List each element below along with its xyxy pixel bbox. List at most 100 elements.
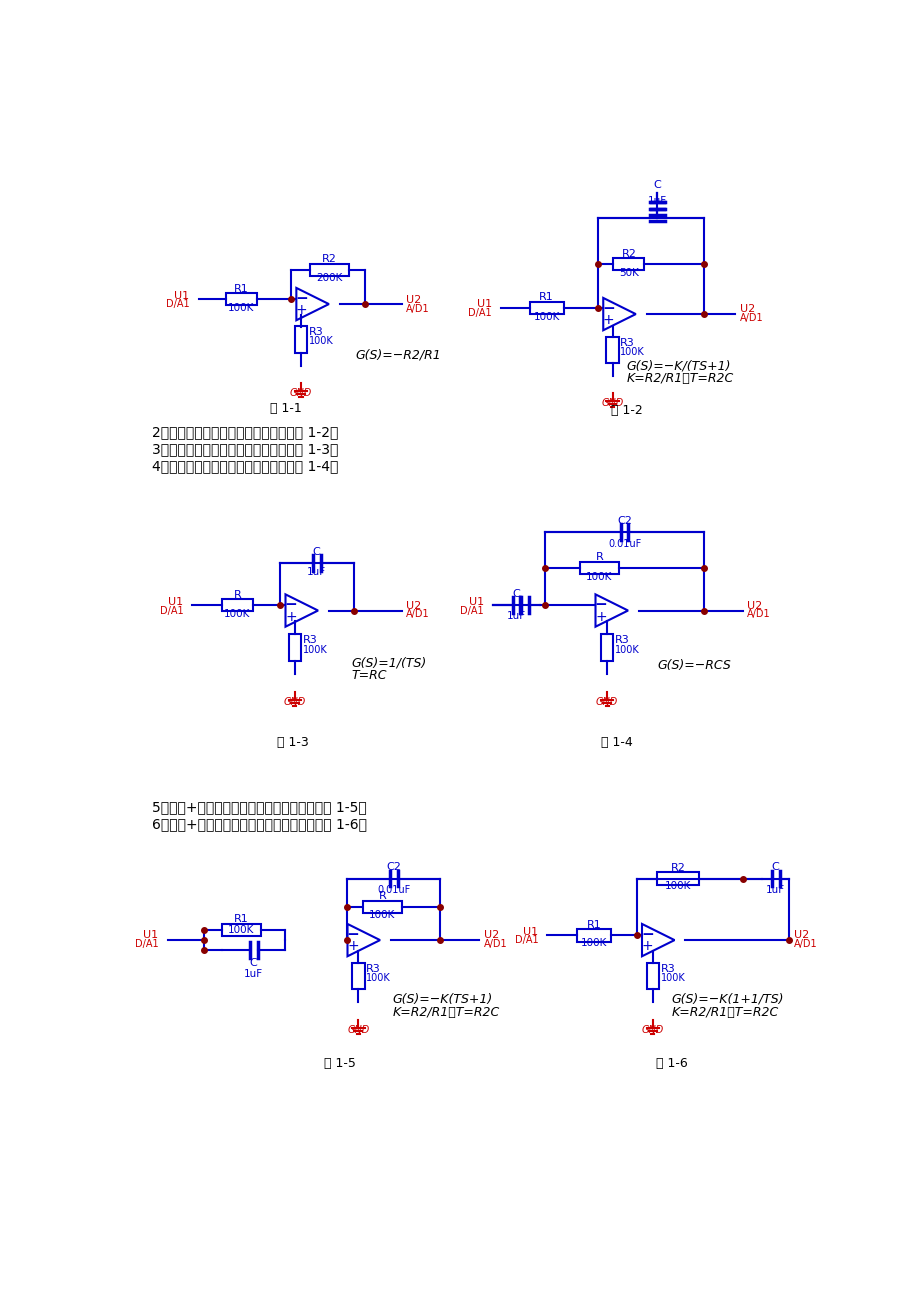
Text: −: − bbox=[346, 927, 359, 941]
Text: U1: U1 bbox=[476, 299, 491, 309]
Text: G(S)=−K/(TS+1): G(S)=−K/(TS+1) bbox=[626, 359, 731, 372]
Text: 6．比例+积分环节的模拟电路及传递函数如图 1-6。: 6．比例+积分环节的模拟电路及传递函数如图 1-6。 bbox=[152, 816, 367, 831]
Text: R2: R2 bbox=[670, 863, 686, 872]
Text: U2: U2 bbox=[483, 931, 499, 940]
Bar bbox=[363, 901, 402, 913]
Text: C: C bbox=[312, 547, 320, 557]
Text: 5．比例+微分环节的模拟电路及传递函数如图 1-5。: 5．比例+微分环节的模拟电路及传递函数如图 1-5。 bbox=[152, 799, 367, 814]
Text: 0.01uF: 0.01uF bbox=[607, 539, 641, 548]
Bar bbox=[221, 924, 260, 936]
Text: K=R2/R1，T=R2C: K=R2/R1，T=R2C bbox=[392, 1006, 499, 1019]
Text: R3: R3 bbox=[660, 963, 675, 974]
Text: 0.01uF: 0.01uF bbox=[377, 885, 410, 894]
Text: U1: U1 bbox=[174, 290, 189, 301]
Text: −: − bbox=[284, 598, 297, 612]
Text: D/A1: D/A1 bbox=[134, 939, 158, 949]
Bar bbox=[600, 634, 613, 661]
Text: 图 1-2: 图 1-2 bbox=[610, 404, 641, 417]
Text: 100K: 100K bbox=[228, 303, 255, 312]
Text: R: R bbox=[233, 590, 241, 600]
Text: +: + bbox=[602, 312, 614, 327]
Text: R1: R1 bbox=[539, 292, 553, 302]
Text: G(S)=−K(TS+1): G(S)=−K(TS+1) bbox=[392, 993, 493, 1006]
Text: C: C bbox=[771, 862, 778, 872]
Text: +: + bbox=[641, 939, 652, 953]
Text: D/A1: D/A1 bbox=[165, 299, 189, 309]
Bar bbox=[352, 963, 364, 990]
Text: 1uF: 1uF bbox=[506, 611, 526, 621]
Text: C: C bbox=[512, 590, 520, 599]
Text: +: + bbox=[346, 939, 358, 953]
Text: A/D1: A/D1 bbox=[483, 939, 507, 949]
Text: R2: R2 bbox=[620, 249, 636, 259]
Text: 100K: 100K bbox=[619, 346, 644, 357]
Text: R3: R3 bbox=[614, 635, 629, 644]
Text: U1: U1 bbox=[143, 931, 158, 940]
Text: 1uF: 1uF bbox=[307, 568, 325, 577]
Text: R3: R3 bbox=[619, 337, 634, 348]
Text: 50K: 50K bbox=[618, 267, 638, 277]
Text: 100K: 100K bbox=[228, 926, 255, 935]
Text: −: − bbox=[602, 301, 615, 315]
Text: R2: R2 bbox=[322, 254, 336, 264]
Text: GND: GND bbox=[601, 398, 623, 408]
Text: C: C bbox=[652, 181, 661, 190]
Bar bbox=[613, 258, 643, 271]
Text: 200K: 200K bbox=[316, 273, 343, 283]
Text: GND: GND bbox=[289, 388, 312, 398]
Text: 1uF: 1uF bbox=[766, 885, 785, 894]
Text: U1: U1 bbox=[523, 927, 538, 936]
Text: U2: U2 bbox=[739, 305, 754, 315]
Text: −: − bbox=[295, 290, 308, 306]
Text: 100K: 100K bbox=[585, 573, 612, 582]
Text: C2: C2 bbox=[386, 862, 401, 872]
Text: G(S)=−R2/R1: G(S)=−R2/R1 bbox=[355, 349, 440, 362]
Text: K=R2/R1，T=R2C: K=R2/R1，T=R2C bbox=[671, 1006, 777, 1019]
Text: 1uF: 1uF bbox=[647, 195, 666, 206]
Bar bbox=[576, 930, 610, 941]
Text: 图 1-3: 图 1-3 bbox=[277, 737, 309, 750]
Text: D/A1: D/A1 bbox=[159, 605, 183, 616]
Text: A/D1: A/D1 bbox=[406, 609, 429, 620]
Bar bbox=[529, 302, 563, 314]
Text: +: + bbox=[595, 609, 606, 624]
Text: +: + bbox=[285, 609, 297, 624]
Text: 100K: 100K bbox=[224, 609, 250, 620]
Text: A/D1: A/D1 bbox=[739, 312, 763, 323]
Text: GND: GND bbox=[641, 1025, 664, 1035]
Text: T=RC: T=RC bbox=[351, 669, 387, 682]
Text: U2: U2 bbox=[406, 602, 421, 611]
Text: A/D1: A/D1 bbox=[793, 939, 817, 949]
Text: D/A1: D/A1 bbox=[514, 935, 538, 945]
Text: G(S)=−K(1+1/TS): G(S)=−K(1+1/TS) bbox=[671, 993, 783, 1006]
Text: 100K: 100K bbox=[302, 644, 327, 655]
Text: 4．微分环节的模拟电路及传递函数如图 1-4。: 4．微分环节的模拟电路及传递函数如图 1-4。 bbox=[152, 458, 338, 473]
Text: GND: GND bbox=[596, 697, 618, 707]
Text: 2．惯性环节的模拟电路及传递函数如图 1-2。: 2．惯性环节的模拟电路及传递函数如图 1-2。 bbox=[152, 424, 338, 439]
Text: 1uF: 1uF bbox=[244, 969, 263, 979]
Text: 100K: 100K bbox=[366, 973, 391, 983]
Bar bbox=[657, 872, 698, 884]
Text: U2: U2 bbox=[746, 602, 762, 611]
Text: 100K: 100K bbox=[369, 910, 395, 919]
Bar bbox=[289, 634, 301, 661]
Text: U1: U1 bbox=[168, 598, 183, 607]
Text: D/A1: D/A1 bbox=[468, 307, 491, 318]
Text: 100K: 100K bbox=[580, 939, 607, 948]
Text: U2: U2 bbox=[793, 931, 809, 940]
Text: G(S)=−RCS: G(S)=−RCS bbox=[657, 660, 731, 672]
Text: −: − bbox=[641, 927, 653, 941]
Bar bbox=[221, 599, 253, 612]
Text: 图 1-5: 图 1-5 bbox=[323, 1057, 356, 1070]
Text: 100K: 100K bbox=[614, 644, 639, 655]
Text: 100K: 100K bbox=[309, 336, 333, 346]
Bar bbox=[579, 562, 618, 574]
Text: D/A1: D/A1 bbox=[460, 605, 483, 616]
Text: A/D1: A/D1 bbox=[405, 303, 429, 314]
Text: G(S)=1/(TS): G(S)=1/(TS) bbox=[351, 656, 426, 669]
Text: R3: R3 bbox=[302, 635, 317, 644]
Bar bbox=[225, 293, 256, 305]
Bar bbox=[606, 337, 618, 363]
Text: GND: GND bbox=[283, 697, 306, 707]
Text: U1: U1 bbox=[469, 598, 483, 607]
